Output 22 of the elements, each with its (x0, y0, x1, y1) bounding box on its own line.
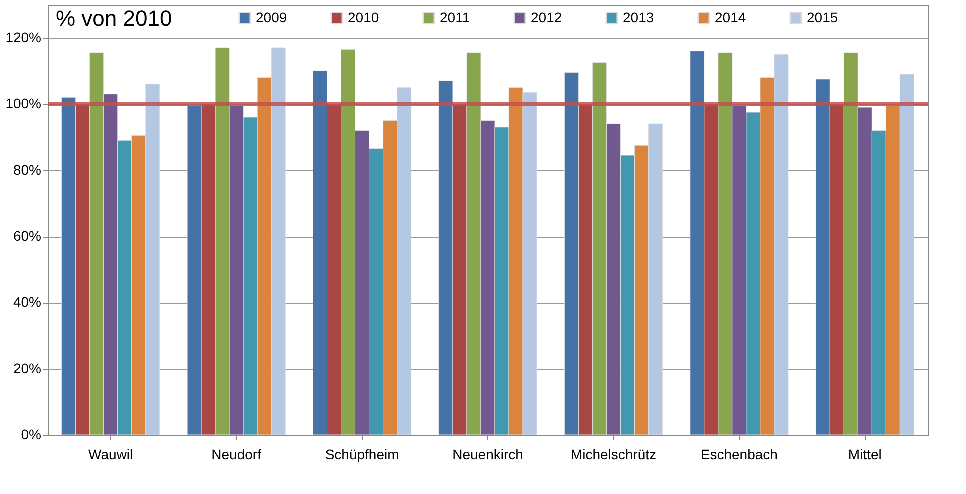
legend-label: 2014 (715, 9, 746, 26)
x-tick-label: Neudorf (212, 446, 262, 462)
y-tick-label: 100% (6, 96, 42, 112)
legend-label: 2009 (256, 9, 288, 26)
legend-label: 2012 (531, 9, 562, 26)
legend-label: 2015 (807, 9, 838, 26)
y-tick-label: 120% (6, 30, 42, 46)
x-tick-label: Eschenbach (700, 446, 778, 462)
x-tick-label: Wauwil (88, 446, 134, 462)
x-tick-label: Neuenkirch (452, 446, 524, 462)
chart-title: % von 2010 (56, 6, 172, 31)
x-tick-label: Michelschrütz (570, 446, 657, 462)
y-tick-label: 60% (13, 228, 42, 244)
y-tick-label: 80% (13, 162, 42, 178)
x-tick-label: Mittel (848, 446, 882, 462)
legend-label: 2013 (623, 9, 654, 26)
y-tick-label: 20% (13, 360, 42, 376)
legend-label: 2010 (348, 9, 380, 26)
x-tick-label: Schüpfheim (325, 446, 400, 462)
y-tick-label: 0% (21, 426, 42, 442)
legend-label: 2011 (440, 9, 470, 26)
y-tick-label: 40% (13, 294, 42, 310)
